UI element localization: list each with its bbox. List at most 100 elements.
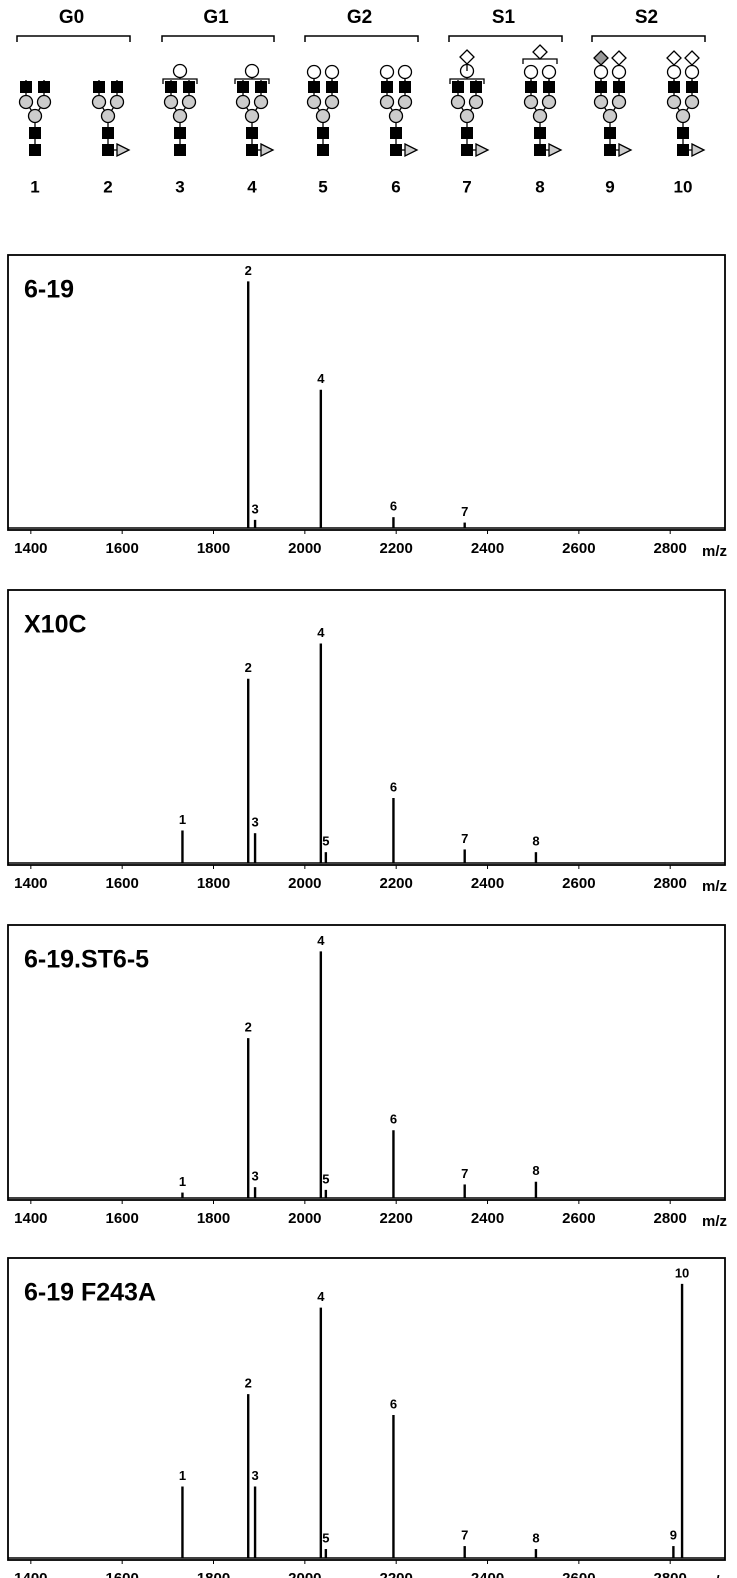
fucose: [404, 142, 419, 158]
hexose: [388, 108, 404, 124]
glcnac: [677, 127, 689, 139]
x-tick-label: 1600: [105, 540, 138, 557]
glcnac: [102, 127, 114, 139]
glcnac: [470, 81, 482, 93]
x-tick-label: 2000: [288, 1210, 321, 1227]
x-tick-label: 1400: [14, 1210, 47, 1227]
hexose: [315, 108, 331, 124]
x-axis-label: m/z: [702, 878, 727, 895]
x-tick-label: 2600: [562, 1570, 595, 1578]
peak-label: 7: [461, 1528, 468, 1543]
peak-label: 6: [390, 779, 397, 794]
peak-label: 2: [245, 660, 252, 675]
hexose: [532, 108, 548, 124]
x-tick-label: 2000: [288, 1570, 321, 1578]
glycan-number: 4: [247, 177, 257, 196]
hexose: [397, 94, 413, 110]
fucose: [475, 142, 490, 158]
panel-frame: [7, 1257, 726, 1561]
peak-label: 8: [532, 1163, 539, 1178]
hexose: [244, 63, 260, 79]
hexose: [541, 94, 557, 110]
panel-title: 6-19: [24, 276, 74, 304]
x-tick-label: 1400: [14, 1570, 47, 1578]
sialic-acid: [684, 50, 700, 66]
x-tick-label: 1400: [14, 540, 47, 557]
fucose: [260, 142, 275, 158]
hexose: [172, 108, 188, 124]
x-tick-label: 2800: [654, 1210, 687, 1227]
panel-title: 6-19 F243A: [24, 1279, 156, 1307]
peak-label: 3: [251, 815, 258, 830]
hexose: [541, 64, 557, 80]
panel-title: 6-19.ST6-5: [24, 946, 149, 974]
x-tick-label: 2200: [379, 1570, 412, 1578]
glcnac: [20, 81, 32, 93]
x-tick-label: 1600: [105, 875, 138, 892]
glcnac: [165, 81, 177, 93]
peak-label: 3: [251, 1169, 258, 1184]
glcnac: [317, 144, 329, 156]
hexose: [593, 64, 609, 80]
peak-label: 2: [245, 1020, 252, 1035]
x-tick-label: 2400: [471, 1570, 504, 1578]
glycan-number: 5: [318, 177, 327, 196]
hexose: [172, 63, 188, 79]
peak-label: 4: [317, 1289, 325, 1304]
glcnac: [390, 127, 402, 139]
peak-label: 4: [317, 371, 325, 386]
hexose: [306, 94, 322, 110]
x-tick-label: 1800: [197, 1570, 230, 1578]
x-tick-label: 1800: [197, 540, 230, 557]
panel-frame: [7, 254, 726, 531]
glcnac: [534, 144, 546, 156]
glcnac: [174, 127, 186, 139]
group-label: G0: [59, 7, 84, 28]
sialic-acid: [611, 50, 627, 66]
hexose: [109, 94, 125, 110]
hexose: [675, 108, 691, 124]
peak-label: 3: [251, 1468, 258, 1483]
glcnac: [111, 81, 123, 93]
glcnac: [452, 81, 464, 93]
glcnac: [237, 81, 249, 93]
hexose: [324, 94, 340, 110]
peak-label: 4: [317, 625, 325, 640]
glcnac: [93, 81, 105, 93]
hexose: [684, 64, 700, 80]
hexose: [27, 108, 43, 124]
x-tick-label: 2400: [471, 540, 504, 557]
glycan-number: 6: [391, 177, 400, 196]
x-tick-label: 2600: [562, 875, 595, 892]
group-bracket: [448, 35, 563, 42]
hexose: [36, 94, 52, 110]
hexose: [235, 94, 251, 110]
peak-label: 7: [461, 831, 468, 846]
x-axis-label: m/z: [702, 543, 727, 560]
group-label: S1: [492, 7, 516, 28]
x-axis-label: m/z: [702, 1573, 727, 1578]
sialic-acid: [593, 50, 609, 66]
peak-label: 6: [390, 1112, 397, 1127]
peak-label: 6: [390, 1396, 397, 1411]
x-tick-label: 2800: [654, 875, 687, 892]
x-tick-label: 2000: [288, 540, 321, 557]
hexose: [459, 108, 475, 124]
peak-label: 2: [245, 263, 252, 278]
hexose: [602, 108, 618, 124]
x-tick-label: 1600: [105, 1570, 138, 1578]
x-tick-label: 2200: [379, 1210, 412, 1227]
hexose: [468, 94, 484, 110]
group-label: G1: [203, 7, 229, 28]
hexose: [523, 94, 539, 110]
peak-label: 5: [322, 1171, 329, 1186]
group-label: G2: [347, 7, 372, 28]
hexose: [163, 94, 179, 110]
glcnac: [255, 81, 267, 93]
sialic-acid: [666, 50, 682, 66]
glcnac: [183, 81, 195, 93]
hexose: [611, 94, 627, 110]
peak-label: 8: [532, 834, 539, 849]
x-tick-label: 2600: [562, 540, 595, 557]
